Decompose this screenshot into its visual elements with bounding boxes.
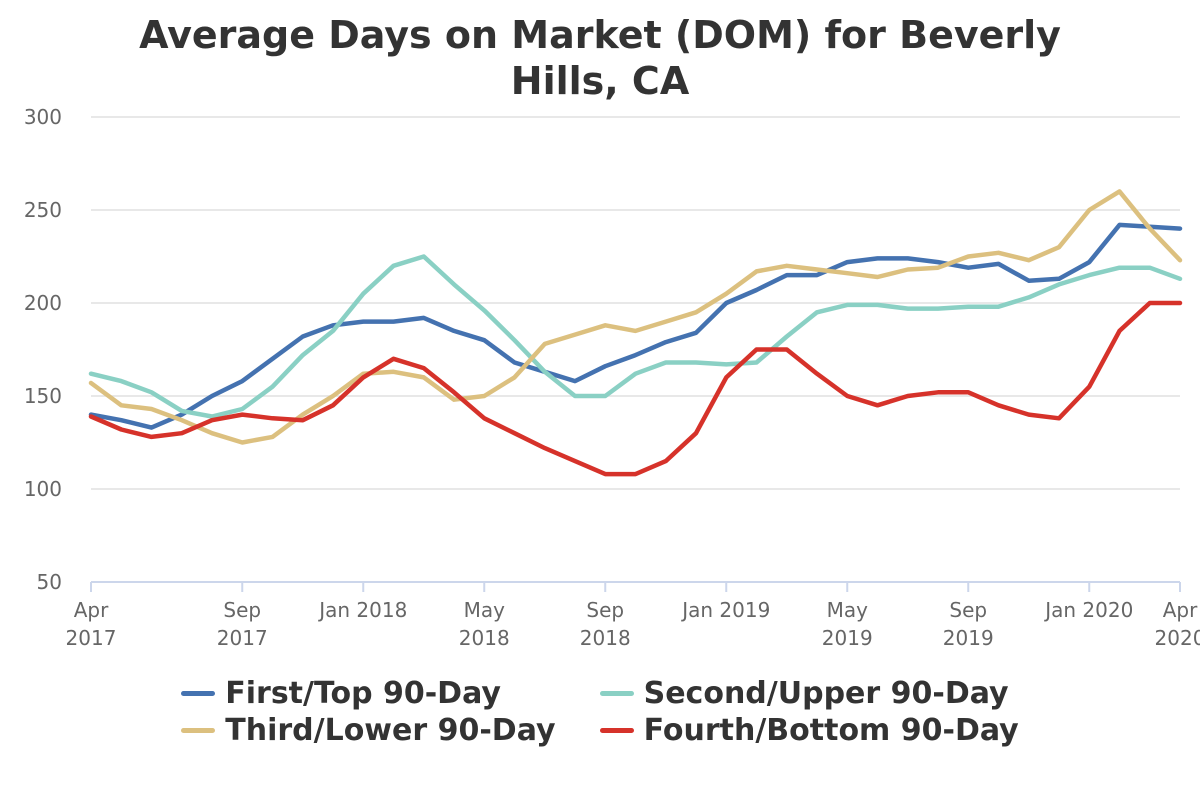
x-tick-label: Sep 2019 bbox=[943, 598, 994, 650]
series-line bbox=[88, 222, 1183, 430]
y-tick-label: 50 bbox=[37, 570, 62, 594]
x-tick-label: Sep 2017 bbox=[217, 598, 268, 650]
x-tick-label: May 2019 bbox=[822, 598, 873, 650]
y-tick-label: 300 bbox=[24, 105, 62, 129]
chart-title: Average Days on Market (DOM) for Beverly… bbox=[139, 13, 1061, 103]
x-tick-label: May 2018 bbox=[459, 598, 510, 650]
series-line bbox=[88, 254, 1183, 419]
legend-swatch bbox=[599, 728, 634, 733]
legend-swatch bbox=[181, 728, 216, 733]
legend-swatch bbox=[181, 691, 216, 696]
legend-swatch bbox=[599, 691, 634, 696]
x-tick-label: Jan 2020 bbox=[1043, 598, 1133, 622]
x-tick-label: Jan 2018 bbox=[317, 598, 407, 622]
series-line bbox=[88, 300, 1183, 477]
legend: First/Top 90-Day Second/Upper 90-Day Third… bbox=[0, 676, 1200, 748]
x-tick-label: Sep 2018 bbox=[580, 598, 631, 650]
x-tick-label: Apr 2017 bbox=[66, 598, 117, 650]
y-tick-label: 150 bbox=[24, 384, 62, 408]
legend-label: First/Top 90-Day bbox=[225, 676, 501, 711]
legend-label: Second/Upper 90-Day bbox=[643, 676, 1009, 711]
series-line bbox=[88, 189, 1183, 445]
legend-item[interactable]: Third/Lower 90-Day bbox=[181, 713, 556, 748]
y-tick-label: 250 bbox=[24, 198, 62, 222]
legend-label: Third/Lower 90-Day bbox=[225, 713, 556, 748]
legend-label: Fourth/Bottom 90-Day bbox=[643, 713, 1019, 748]
y-tick-label: 200 bbox=[24, 291, 62, 315]
legend-item[interactable]: Second/Upper 90-Day bbox=[599, 676, 1019, 711]
legend-item[interactable]: Fourth/Bottom 90-Day bbox=[599, 713, 1019, 748]
y-tick-label: 100 bbox=[24, 477, 62, 501]
x-tick-label: Apr 2020 bbox=[1155, 598, 1200, 650]
legend-item[interactable]: First/Top 90-Day bbox=[181, 676, 555, 711]
x-tick-label: Jan 2019 bbox=[680, 598, 770, 622]
